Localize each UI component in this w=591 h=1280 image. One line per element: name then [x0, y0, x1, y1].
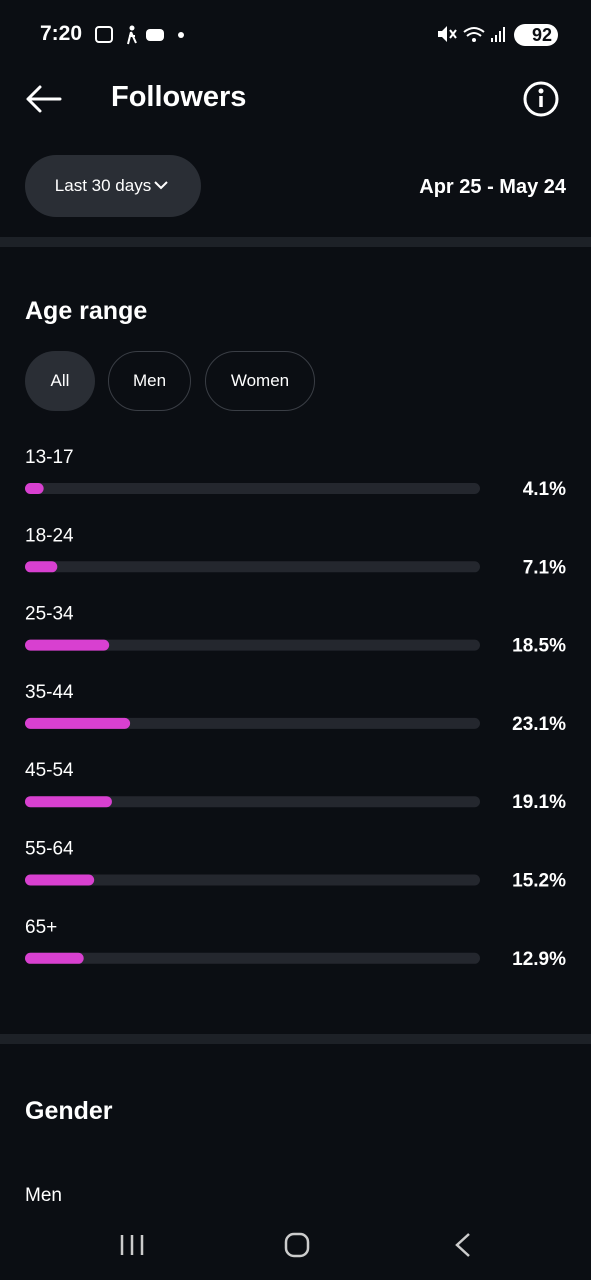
period-dropdown[interactable]: Last 30 days: [25, 155, 201, 217]
info-button[interactable]: [522, 80, 560, 118]
filter-chip[interactable]: All: [25, 351, 95, 411]
bar-track: [25, 874, 480, 886]
separator: [0, 237, 591, 247]
category-label: 65+: [25, 917, 57, 938]
status-icons-left: [95, 25, 184, 45]
value-label: 4.1%: [523, 479, 566, 500]
status-time: 7:20: [40, 22, 83, 45]
category-label: 35-44: [25, 682, 74, 703]
page-title: Followers: [111, 81, 247, 113]
value-label: 12.9%: [512, 949, 566, 970]
value-label: 23.1%: [512, 714, 566, 735]
bar: [25, 952, 84, 964]
bar-track: [25, 796, 480, 808]
filter-chip[interactable]: Women: [205, 351, 315, 411]
category-label: 45-54: [25, 760, 74, 781]
category-label: 13-17: [25, 447, 74, 468]
status-icons-right: [438, 24, 558, 46]
bar: [25, 483, 44, 494]
category-label: 55-64: [25, 839, 74, 860]
bar: [25, 561, 58, 573]
period-label: Last 30 days: [54, 176, 152, 195]
battery-level: 92: [532, 25, 553, 45]
home-button[interactable]: [284, 1232, 310, 1258]
separator: [0, 1034, 591, 1044]
value-label: 19.1%: [512, 792, 566, 813]
value-label: 18.5%: [512, 636, 566, 657]
date-range: Apr 25 - May 24: [419, 176, 566, 198]
age-chart: 13-17 4.1% 18-24 7.1% 25-34 18.5% 35-44 23.1% 45…: [25, 447, 566, 970]
bar-track: [25, 483, 480, 494]
nav-bar: [120, 1232, 470, 1258]
back-nav-button[interactable]: [455, 1233, 470, 1257]
bar-track: [25, 561, 480, 573]
category-label: 25-34: [25, 604, 74, 625]
bar-track: [25, 717, 480, 729]
value-label: 7.1%: [523, 557, 566, 578]
category-label: 18-24: [25, 525, 74, 546]
recents-button[interactable]: [120, 1235, 144, 1255]
bar-track: [25, 639, 480, 651]
bar: [25, 717, 131, 729]
section-title: Age range: [25, 297, 148, 325]
value-label: 15.2%: [512, 871, 566, 892]
gender-label: Men: [25, 1185, 62, 1206]
bar: [25, 639, 110, 651]
back-button[interactable]: [24, 84, 64, 114]
section-title: Gender: [25, 1097, 113, 1125]
bar: [25, 874, 95, 886]
chevron: [154, 181, 168, 190]
filter-chip[interactable]: Men: [108, 351, 191, 411]
bar: [25, 796, 112, 808]
bar-track: [25, 952, 480, 964]
